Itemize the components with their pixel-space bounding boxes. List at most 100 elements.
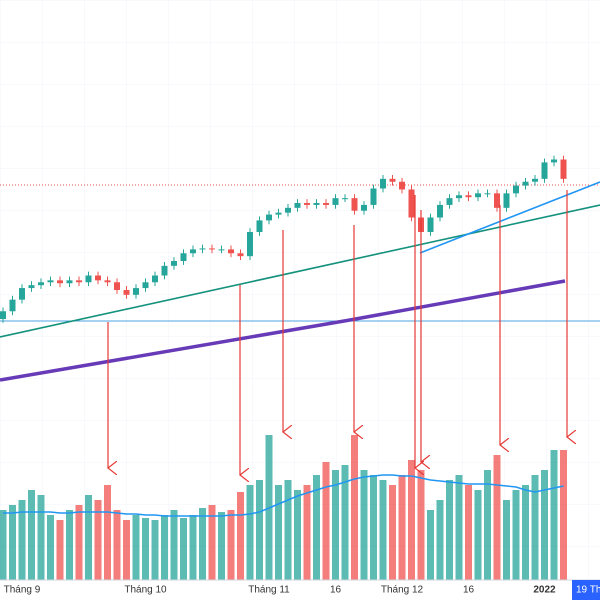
candle-body bbox=[361, 204, 367, 211]
volume-bar bbox=[47, 515, 54, 580]
candle-body bbox=[228, 249, 234, 254]
volume-bar bbox=[28, 490, 35, 580]
volume-bar bbox=[37, 495, 45, 580]
candle-body bbox=[19, 288, 25, 300]
volume-bar bbox=[503, 500, 510, 580]
candle-body bbox=[351, 198, 358, 211]
candle-body bbox=[47, 280, 54, 283]
x-tick-label: Tháng 11 bbox=[248, 585, 290, 596]
volume-bar bbox=[294, 490, 301, 580]
volume-bar bbox=[465, 485, 472, 580]
volume-bar bbox=[132, 515, 140, 580]
candle-body bbox=[342, 198, 348, 200]
candle-body bbox=[161, 265, 168, 276]
candle-body bbox=[494, 193, 500, 208]
candle-body bbox=[541, 162, 548, 179]
candle-body bbox=[76, 280, 82, 283]
candle-body bbox=[437, 204, 443, 218]
candle-body bbox=[294, 203, 301, 208]
volume-bar bbox=[322, 462, 330, 580]
volume-bar bbox=[85, 495, 92, 580]
candle-body bbox=[0, 311, 6, 319]
candle-body bbox=[256, 220, 263, 232]
x-tick-label: 16 bbox=[330, 585, 342, 596]
candle-body bbox=[513, 185, 519, 194]
candle-body bbox=[370, 188, 377, 205]
volume-bar bbox=[560, 450, 567, 580]
volume-bar bbox=[550, 450, 558, 580]
volume-bar bbox=[66, 510, 73, 580]
candle-body bbox=[503, 193, 510, 208]
volume-bar bbox=[275, 485, 282, 580]
volume-bar bbox=[256, 480, 263, 580]
volume-bar bbox=[94, 500, 102, 580]
candle-body bbox=[522, 181, 529, 186]
volume-bar bbox=[303, 485, 311, 580]
candle-body bbox=[66, 280, 73, 284]
candle-body bbox=[209, 248, 215, 250]
volume-bar bbox=[246, 485, 254, 580]
candle-body bbox=[389, 178, 396, 182]
volume-bar bbox=[208, 505, 216, 580]
volume-bar bbox=[474, 490, 482, 580]
volume-bar bbox=[9, 505, 16, 580]
candle-body bbox=[114, 282, 120, 290]
x-tick-label: Tháng 12 bbox=[381, 585, 424, 596]
candle-body bbox=[475, 193, 481, 198]
candle-body bbox=[133, 288, 139, 295]
candle-body bbox=[237, 253, 244, 257]
crosshair-label-box bbox=[572, 580, 600, 600]
volume-bar bbox=[398, 475, 406, 580]
candle-body bbox=[95, 275, 101, 281]
volume-bar bbox=[493, 455, 501, 580]
volume-bar bbox=[18, 500, 26, 580]
candle-body bbox=[142, 282, 149, 289]
candle-body bbox=[313, 203, 320, 205]
volume-bar bbox=[417, 470, 425, 580]
volume-bar bbox=[436, 500, 444, 580]
crosshair-label: 19 Th bbox=[576, 585, 600, 596]
candle-body bbox=[484, 193, 491, 195]
volume-bar bbox=[161, 515, 168, 580]
volume-bar bbox=[360, 470, 368, 580]
candle-body bbox=[465, 195, 472, 198]
candle-body bbox=[28, 285, 35, 289]
volume-bar bbox=[284, 480, 292, 580]
volume-bar bbox=[151, 520, 159, 580]
candle-body bbox=[380, 178, 386, 189]
candle-body bbox=[446, 198, 453, 205]
volume-bar bbox=[484, 470, 491, 580]
volume-bar bbox=[512, 490, 520, 580]
candle-body bbox=[57, 280, 63, 284]
candle-body bbox=[199, 248, 206, 250]
candle-body bbox=[560, 159, 567, 179]
candle-body bbox=[104, 280, 111, 283]
volume-bar bbox=[104, 485, 111, 580]
volume-bar bbox=[408, 460, 415, 580]
volume-bar bbox=[351, 435, 358, 580]
volume-bar bbox=[341, 465, 349, 580]
volume-bar bbox=[237, 492, 244, 580]
candle-body bbox=[152, 275, 158, 283]
candle-body bbox=[399, 181, 405, 190]
candle-body bbox=[247, 232, 253, 257]
candle-body bbox=[323, 203, 329, 205]
volume-bar bbox=[123, 520, 130, 580]
volume-bar bbox=[332, 470, 339, 580]
candle-body bbox=[218, 249, 225, 251]
candle-body bbox=[285, 207, 291, 213]
volume-bar bbox=[199, 508, 206, 580]
arrows bbox=[108, 190, 567, 475]
volume-bar bbox=[56, 520, 64, 580]
candle-body bbox=[332, 198, 339, 205]
volume-bar bbox=[522, 485, 529, 580]
candle-body bbox=[9, 299, 16, 312]
volume-bar bbox=[446, 480, 453, 580]
x-tick-label: 2022 bbox=[533, 585, 556, 596]
candle-body bbox=[85, 275, 92, 283]
volume-bar bbox=[0, 510, 7, 580]
volume-bar bbox=[531, 475, 539, 580]
candle-body bbox=[456, 195, 462, 199]
volume-bar bbox=[170, 510, 178, 580]
volume-bar bbox=[142, 518, 149, 580]
